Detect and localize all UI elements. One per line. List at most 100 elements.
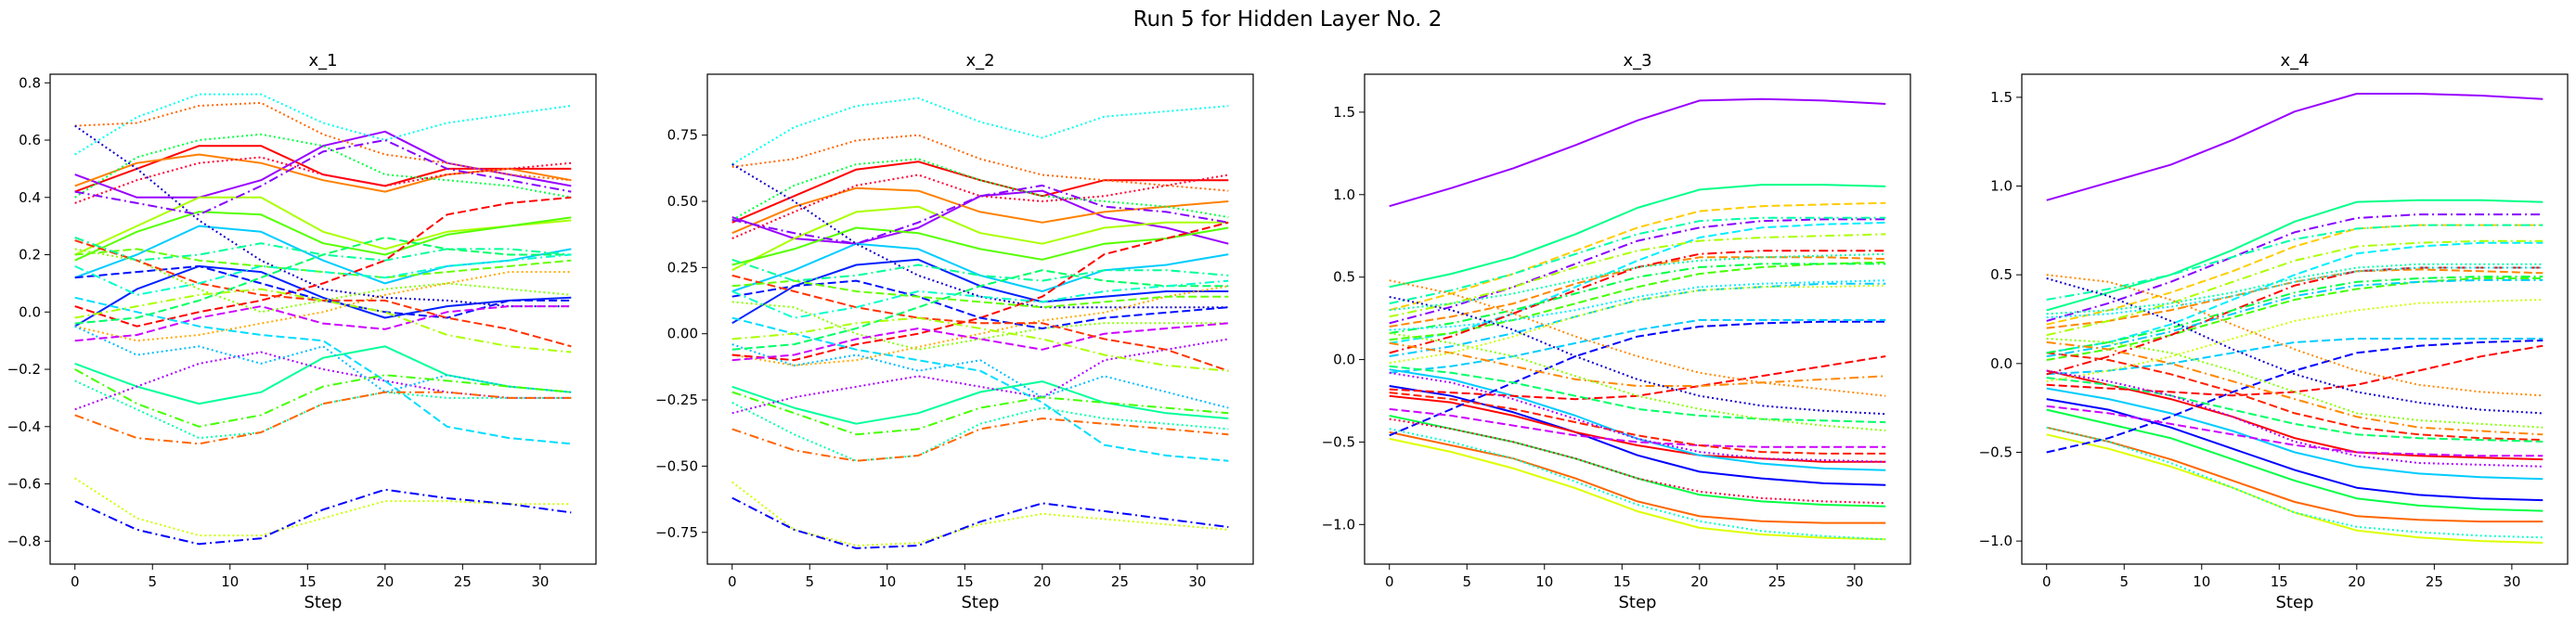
x-tick-label: 25 — [2426, 573, 2443, 590]
series-line — [1389, 318, 1886, 374]
series-line — [731, 184, 1229, 245]
y-tick-label: 0.0 — [19, 303, 41, 320]
x-tick-label: 20 — [2348, 573, 2365, 590]
series-line — [731, 496, 1229, 549]
series-line — [74, 145, 572, 193]
y-tick-label: 1.5 — [1990, 89, 2013, 106]
axes-frame — [1364, 73, 1911, 565]
subplot-x_2: 0 5 10 15 20 25 30 −0.75 −0.50 −0.25 0.00 0.25 0.50 0… — [655, 51, 1254, 612]
series-line — [2046, 398, 2544, 502]
series-line — [2046, 263, 2544, 315]
series-line — [731, 186, 1229, 235]
series-line — [2046, 433, 2544, 544]
series-line — [1389, 97, 1886, 208]
y-tick-label: −0.50 — [655, 457, 698, 474]
series-line — [74, 133, 572, 199]
y-tick-label: −0.4 — [7, 418, 41, 435]
panels: 0 5 10 15 20 25 30 −0.8 −0.6 −0.4 −0.2 0.0 0.2 0.4 0.6… — [7, 51, 2569, 612]
y-tick-label: −0.5 — [1322, 433, 1355, 450]
series-line — [1389, 428, 1886, 541]
series-line — [2046, 352, 2544, 442]
series-line — [2046, 387, 2544, 481]
series-line — [1389, 320, 1886, 437]
series-line — [74, 124, 572, 308]
x-tick-label: 30 — [1188, 573, 1206, 590]
x-axis-label: Step — [2276, 593, 2314, 612]
y-tick-label: 1.0 — [1990, 178, 2013, 195]
series-line — [1389, 371, 1886, 463]
subplot-title: x_1 — [308, 51, 337, 71]
series-line — [74, 288, 572, 353]
subplot-x_3: 0 5 10 15 20 25 30 −1.0 −0.5 0.0 0.5 1.0 1.5 x_3 Step — [1322, 51, 1911, 612]
series-line — [731, 343, 1229, 409]
series-line — [2046, 199, 2544, 312]
series-line — [1389, 368, 1886, 471]
series-line — [731, 205, 1229, 272]
x-tick-label: 20 — [376, 573, 394, 590]
x-tick-label: 30 — [2503, 573, 2520, 590]
series-line — [2046, 224, 2544, 301]
series-line — [1389, 261, 1886, 341]
series-line — [74, 325, 572, 393]
x-tick-label: 0 — [2042, 573, 2052, 590]
series-line — [1389, 407, 1886, 448]
subplot-x_4: 0 5 10 15 20 25 30 −1.0 −0.5 0.0 0.5 1.0 1.5 x_4 Step — [1979, 51, 2569, 612]
series-line — [2046, 344, 2544, 397]
series-line — [1389, 279, 1886, 331]
series-line — [731, 258, 1229, 282]
series-line — [1389, 233, 1886, 318]
series-line — [2046, 276, 2544, 354]
y-tick-label: 0.5 — [1990, 266, 2013, 283]
series-line — [2046, 341, 2544, 436]
x-tick-label: 5 — [2119, 573, 2129, 590]
series-line — [731, 174, 1229, 239]
y-tick-label: 1.0 — [1333, 186, 1355, 203]
x-tick-label: 20 — [1690, 573, 1708, 590]
series-line — [74, 196, 572, 328]
x-tick-label: 30 — [531, 573, 549, 590]
series-line — [2046, 340, 2544, 454]
series-line — [2046, 377, 2544, 443]
series-line — [1389, 284, 1886, 365]
series-line — [731, 391, 1229, 436]
x-tick-label: 0 — [1385, 573, 1394, 590]
series-line — [2046, 278, 2544, 358]
series-line — [1389, 252, 1886, 312]
subplot-x_1: 0 5 10 15 20 25 30 −0.8 −0.6 −0.4 −0.2 0.0 0.2 0.4 0.6… — [7, 51, 597, 612]
series-line — [74, 139, 572, 216]
axes-frame — [2021, 73, 2569, 565]
y-tick-label: −0.2 — [7, 361, 41, 378]
series-line — [1389, 355, 1886, 401]
series-line — [74, 305, 572, 342]
x-tick-label: 15 — [2271, 573, 2288, 590]
series-line — [74, 345, 572, 405]
series-line — [731, 418, 1229, 462]
series-line — [2046, 408, 2544, 512]
series-line — [74, 296, 572, 445]
series-line — [2046, 277, 2544, 415]
series-line — [731, 226, 1229, 266]
series-line — [731, 380, 1229, 425]
y-tick-label: 0.4 — [19, 189, 41, 206]
x-tick-label: 25 — [1111, 573, 1129, 590]
series-line — [74, 239, 572, 348]
series-line — [74, 488, 572, 546]
series-line — [2046, 299, 2544, 382]
series-line — [1389, 218, 1886, 325]
y-tick-label: 0.25 — [667, 259, 698, 276]
series-line — [74, 196, 572, 256]
x-tick-label: 15 — [1613, 573, 1631, 590]
series-line — [2046, 338, 2544, 376]
y-tick-label: 0.0 — [1990, 355, 2013, 372]
series-line — [731, 161, 1229, 224]
series-line — [1389, 394, 1886, 463]
series-line — [1389, 437, 1886, 541]
series-line — [2046, 241, 2544, 354]
y-tick-label: 0.8 — [19, 74, 41, 91]
series-line — [731, 338, 1229, 415]
series-line — [74, 477, 572, 537]
series-line — [1389, 296, 1886, 416]
axes-frame — [49, 73, 597, 565]
series-line — [74, 271, 572, 342]
